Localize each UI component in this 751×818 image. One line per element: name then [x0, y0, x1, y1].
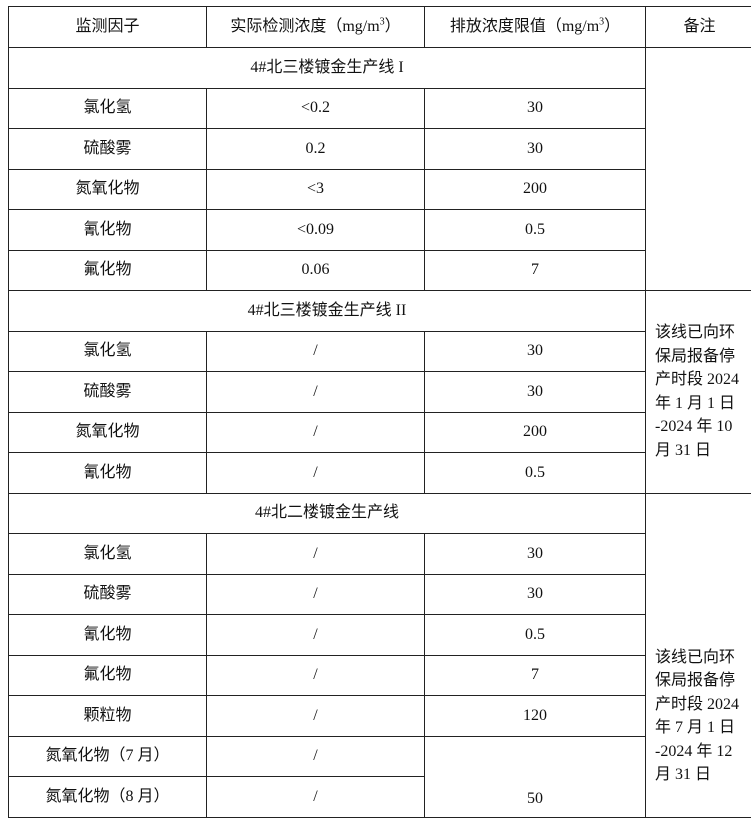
actual-cell: / — [207, 696, 425, 737]
factor-cell: 氮氧化物（8 月） — [9, 777, 207, 818]
actual-cell: / — [207, 534, 425, 575]
section-header-row: 4#北三楼镀金生产线 I — [9, 48, 751, 89]
section-header-row: 4#北二楼镀金生产线该线已向环保局报备停产时段 2024 年 7 月 1 日 -… — [9, 493, 751, 534]
factor-cell: 硫酸雾 — [9, 574, 207, 615]
table-row: 氯化氢/30 — [9, 331, 751, 372]
factor-cell: 氟化物 — [9, 250, 207, 291]
limit-cell: 30 — [425, 129, 646, 170]
limit-cell: 30 — [425, 331, 646, 372]
table-row: 颗粒物/120 — [9, 696, 751, 737]
actual-cell: / — [207, 736, 425, 777]
factor-cell: 颗粒物 — [9, 696, 207, 737]
limit-cell: 200 — [425, 412, 646, 453]
actual-cell: / — [207, 655, 425, 696]
table-row: 硫酸雾/30 — [9, 574, 751, 615]
header-actual: 实际检测浓度（mg/m3） — [207, 7, 425, 48]
remark-cell: 该线已向环保局报备停产时段 2024 年 1 月 1 日 -2024 年 10 … — [646, 291, 751, 494]
limit-cell: 0.5 — [425, 210, 646, 251]
table-row: 氰化物/0.5 — [9, 615, 751, 656]
factor-cell: 氯化氢 — [9, 534, 207, 575]
section-title: 4#北二楼镀金生产线 — [9, 493, 646, 534]
table-row: 氮氧化物（7 月）/50 — [9, 736, 751, 777]
limit-cell: 50 — [425, 736, 646, 817]
limit-cell: 7 — [425, 250, 646, 291]
section-title: 4#北三楼镀金生产线 II — [9, 291, 646, 332]
factor-cell: 氮氧化物 — [9, 169, 207, 210]
factor-cell: 氟化物 — [9, 655, 207, 696]
remark-cell — [646, 48, 751, 291]
actual-cell: / — [207, 777, 425, 818]
actual-cell: <0.09 — [207, 210, 425, 251]
limit-cell: 30 — [425, 574, 646, 615]
header-row: 监测因子 实际检测浓度（mg/m3） 排放浓度限值（mg/m3） 备注 — [9, 7, 751, 48]
table-row: 氟化物/7 — [9, 655, 751, 696]
factor-cell: 氮氧化物 — [9, 412, 207, 453]
factor-cell: 氯化氢 — [9, 331, 207, 372]
factor-cell: 硫酸雾 — [9, 129, 207, 170]
limit-cell: 7 — [425, 655, 646, 696]
actual-cell: 0.2 — [207, 129, 425, 170]
actual-cell: 0.06 — [207, 250, 425, 291]
limit-cell: 0.5 — [425, 615, 646, 656]
table-row: 氯化氢/30 — [9, 534, 751, 575]
factor-cell: 氰化物 — [9, 210, 207, 251]
remark-cell: 该线已向环保局报备停产时段 2024 年 7 月 1 日 -2024 年 12 … — [646, 493, 751, 817]
actual-cell: <0.2 — [207, 88, 425, 129]
table-row: 硫酸雾/30 — [9, 372, 751, 413]
limit-cell: 30 — [425, 88, 646, 129]
actual-cell: / — [207, 331, 425, 372]
factor-cell: 氮氧化物（7 月） — [9, 736, 207, 777]
header-factor: 监测因子 — [9, 7, 207, 48]
limit-cell: 200 — [425, 169, 646, 210]
actual-cell: / — [207, 372, 425, 413]
factor-cell: 硫酸雾 — [9, 372, 207, 413]
header-remark: 备注 — [646, 7, 751, 48]
actual-cell: / — [207, 574, 425, 615]
actual-cell: / — [207, 453, 425, 494]
table-row: 氰化物/0.5 — [9, 453, 751, 494]
limit-cell: 120 — [425, 696, 646, 737]
emission-monitoring-table: 监测因子 实际检测浓度（mg/m3） 排放浓度限值（mg/m3） 备注 4#北三… — [8, 6, 751, 818]
factor-cell: 氯化氢 — [9, 88, 207, 129]
actual-cell: <3 — [207, 169, 425, 210]
limit-cell: 0.5 — [425, 453, 646, 494]
limit-cell: 30 — [425, 534, 646, 575]
header-limit: 排放浓度限值（mg/m3） — [425, 7, 646, 48]
table-row: 氮氧化物/200 — [9, 412, 751, 453]
actual-cell: / — [207, 412, 425, 453]
factor-cell: 氰化物 — [9, 615, 207, 656]
actual-cell: / — [207, 615, 425, 656]
section-title: 4#北三楼镀金生产线 I — [9, 48, 646, 89]
factor-cell: 氰化物 — [9, 453, 207, 494]
limit-cell: 30 — [425, 372, 646, 413]
